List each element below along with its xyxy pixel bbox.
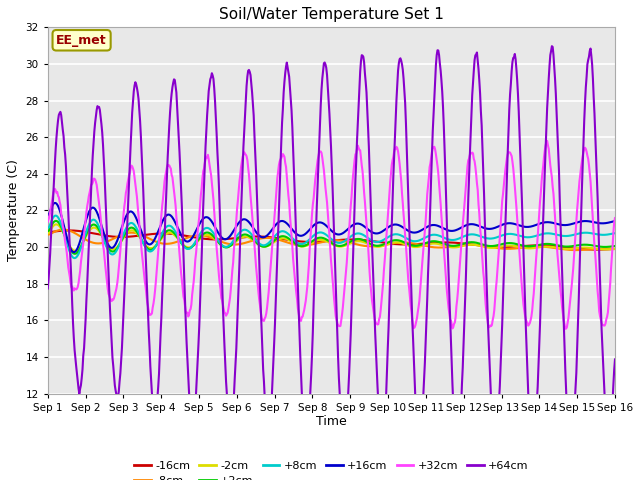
Y-axis label: Temperature (C): Temperature (C): [7, 159, 20, 262]
X-axis label: Time: Time: [316, 415, 347, 429]
Text: EE_met: EE_met: [56, 34, 107, 47]
Title: Soil/Water Temperature Set 1: Soil/Water Temperature Set 1: [219, 7, 444, 22]
Legend: -16cm, -8cm, -2cm, +2cm, +8cm, +16cm, +32cm, +64cm: -16cm, -8cm, -2cm, +2cm, +8cm, +16cm, +3…: [130, 456, 533, 480]
